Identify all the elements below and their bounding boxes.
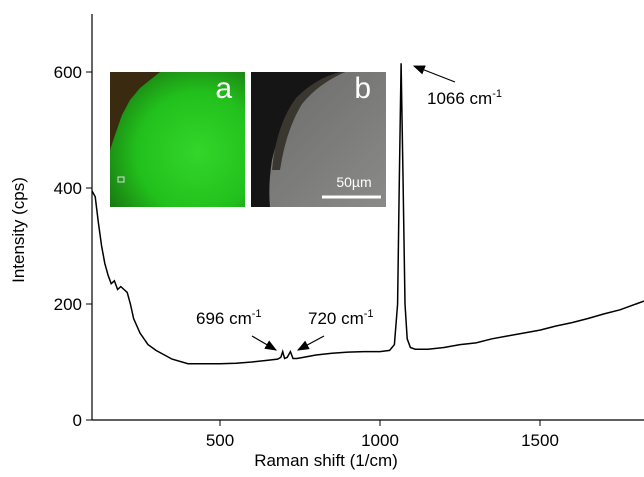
annotation: 720 cm-1 [308,308,374,328]
scale-bar-label: 50µm [336,174,371,190]
y-tick-label: 400 [54,179,82,198]
annotation: 1066 cm-1 [427,88,502,108]
y-tick-label: 600 [54,63,82,82]
annotation-arrow [412,65,456,83]
annotation-sup: -1 [492,88,502,100]
y-tick-label: 200 [54,295,82,314]
annotation-text: 720 cm [308,309,364,328]
x-tick-label: 1000 [361,431,399,450]
y-axis-label: Intensity (cps) [9,177,28,283]
x-tick-label: 1500 [521,431,559,450]
annotation: 696 cm-1 [196,308,262,328]
annotation-text: 696 cm [196,309,252,328]
y-tick-label: 0 [73,411,82,430]
x-axis-label: Raman shift (1/cm) [254,451,398,470]
inset-b [251,72,386,207]
annotation-sup: -1 [364,308,374,320]
annotation-arrow [296,335,325,351]
x-tick-label: 500 [206,431,234,450]
annotation-text: 1066 cm [427,89,492,108]
inset-label: b [354,72,371,105]
annotation-arrow [251,335,278,351]
spectrum-line [92,63,644,365]
inset-a [110,72,245,207]
inset-label: a [215,72,232,105]
annotation-sup: -1 [252,308,262,320]
